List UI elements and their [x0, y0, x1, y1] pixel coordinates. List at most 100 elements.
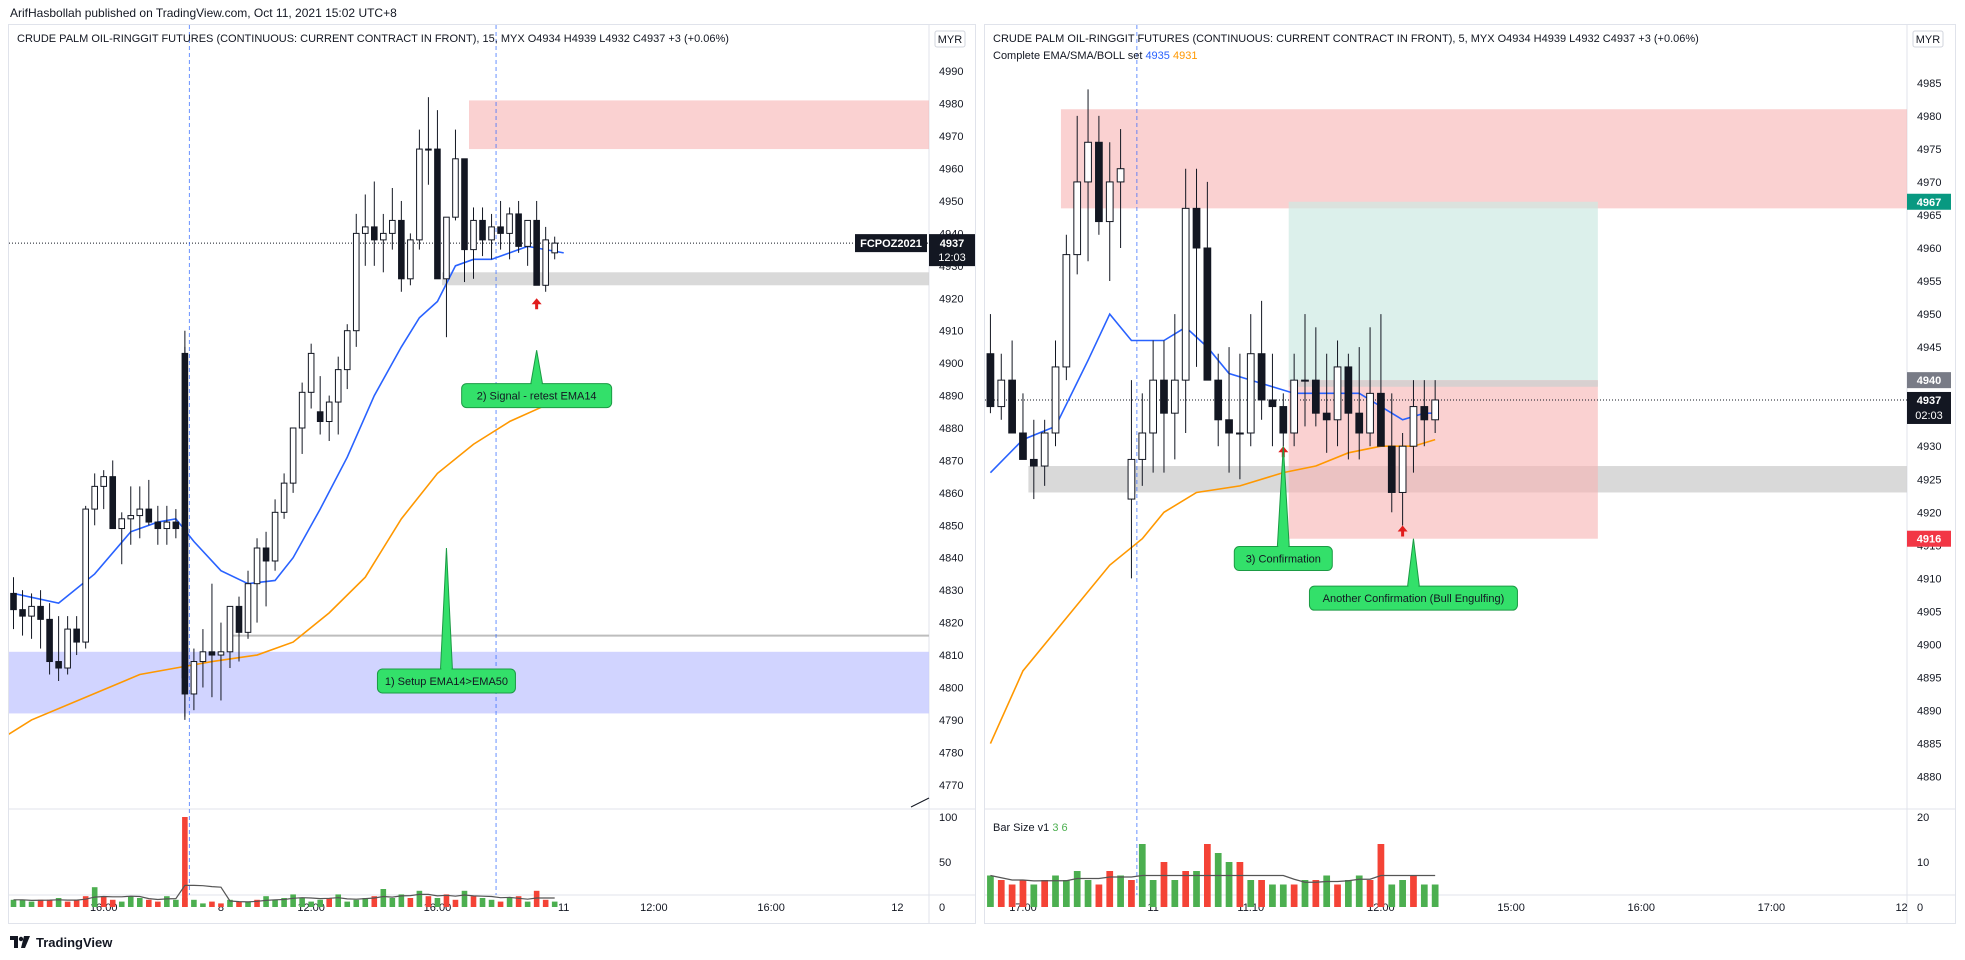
candle-body — [1040, 432, 1049, 467]
candle-body — [46, 618, 53, 663]
left-volume-bar — [227, 899, 233, 907]
left-legend: CRUDE PALM OIL-RINGGIT FUTURES (CONTINUO… — [17, 33, 729, 45]
right-candle — [1377, 314, 1385, 447]
publisher-line: ArifHasbollah published on TradingView.c… — [10, 6, 397, 20]
left-volume-bar — [335, 894, 342, 907]
left-y-tick-label: 4880 — [939, 423, 963, 435]
right-candle — [1431, 380, 1440, 433]
left-volume-bar — [254, 899, 260, 907]
chart-15min-svg[interactable]: 2) Signal - retest EMA14 1) Setup EMA14>E… — [0, 25, 975, 923]
right-candle — [1355, 347, 1364, 460]
chart-pane-15min[interactable]: 2) Signal - retest EMA14 1) Setup EMA14>E… — [0, 24, 976, 924]
currency-box — [934, 30, 966, 48]
left-ema14-line — [13, 245, 564, 605]
right-candle — [1084, 89, 1092, 262]
right-volume-bar — [1008, 884, 1016, 907]
right-volume-bar — [1182, 871, 1190, 907]
symbol-label-text: FCPOZ2021 — [860, 238, 922, 250]
candle-body — [443, 216, 450, 280]
left-volume-bar — [371, 896, 378, 907]
right-ema50-line — [989, 438, 1436, 744]
candle-body — [380, 232, 387, 241]
right-y-tick-label: 4945 — [1917, 342, 1941, 354]
callout-pointer — [1406, 538, 1421, 588]
left-volume-bar — [299, 898, 305, 907]
left-volume-bar — [82, 896, 89, 907]
left-volume-bar — [551, 901, 558, 907]
left-y-tick-label: 4860 — [939, 488, 963, 500]
candle-body — [551, 242, 558, 254]
left-candle — [289, 427, 297, 493]
candle-body — [1225, 419, 1233, 434]
left-currency-badge: MYR — [934, 30, 966, 48]
price-badge-value: 4937 — [940, 238, 964, 250]
left-volume-bar — [281, 898, 287, 907]
right-x-tick-label: 16:00 — [1627, 902, 1655, 914]
left-candle — [361, 194, 369, 266]
right-volume-bar — [1420, 884, 1428, 907]
right-arrow-up-icon-1 — [1397, 525, 1408, 537]
candle-body — [1019, 432, 1027, 460]
candle-body — [1355, 412, 1364, 434]
left-candle — [370, 181, 378, 266]
candle-body — [398, 219, 405, 280]
candle-body — [28, 605, 35, 617]
right-volume-bar — [1431, 884, 1439, 907]
right-vol-tick-label: 10 — [1917, 857, 1929, 869]
right-candle — [1095, 115, 1103, 235]
left-candle — [100, 470, 108, 510]
left-candle — [479, 207, 486, 257]
right-y-tick-label: 4880 — [1917, 772, 1941, 784]
right-y-tick-label: 4920 — [1917, 507, 1941, 519]
left-y-tick-label: 4890 — [939, 391, 963, 403]
right-volume-bar — [1117, 875, 1124, 907]
candle-body — [986, 353, 995, 408]
indicator-value-ema50: 4931 — [1173, 50, 1197, 62]
left-candle — [64, 616, 71, 675]
left-y-tick-label: 4900 — [939, 358, 963, 370]
right-y-tick-label: 4925 — [1917, 474, 1941, 486]
left-candle — [551, 236, 558, 260]
candle-body — [515, 213, 522, 247]
left-candle — [37, 590, 44, 649]
right-y-tick-label: 4890 — [1917, 706, 1941, 718]
left-volume-bar — [506, 898, 513, 907]
left-symbol-label: FCPOZ2021 — [855, 234, 927, 253]
right-candle — [1344, 353, 1353, 460]
callout-pointer — [530, 350, 544, 386]
right-candle — [1257, 300, 1266, 420]
left-volume-bar — [64, 901, 71, 907]
candle-body — [82, 508, 89, 643]
right-y-tick-label: 4970 — [1917, 177, 1941, 189]
candle-body — [181, 352, 189, 695]
chart-pane-5min[interactable]: 3) Confirmation Another Confirmation (Bul… — [984, 24, 1956, 924]
right-candle — [1268, 353, 1277, 447]
candle-body — [1149, 379, 1157, 434]
right-x-tick-label: 11 — [1147, 902, 1158, 914]
left-zone-grey-2 — [441, 272, 929, 286]
right-candle — [1062, 234, 1071, 381]
footer: TradingView — [10, 930, 112, 954]
left-volume-bar — [19, 899, 26, 907]
right-candle — [986, 314, 995, 414]
left-candle — [127, 486, 135, 545]
right-x-tick-label: 12 — [1895, 902, 1907, 914]
right-candle — [1019, 393, 1027, 460]
right-candle — [1311, 327, 1320, 427]
left-chart-title: CRUDE PALM OIL-RINGGIT FUTURES (CONTINUO… — [17, 33, 729, 45]
candle-body — [524, 219, 531, 247]
right-candle — [1290, 353, 1299, 447]
left-y-tick-label: 4830 — [939, 585, 963, 597]
right-volume-bar — [1193, 871, 1200, 907]
right-volume-bar — [1355, 875, 1363, 907]
left-y-tick-label: 4780 — [939, 747, 963, 759]
candle-body — [470, 219, 477, 251]
callout-text: 1) Setup EMA14>EMA50 — [385, 676, 508, 688]
chart-5min-svg[interactable]: 3) Confirmation Another Confirmation (Bul… — [985, 25, 1955, 923]
candle-body — [506, 213, 513, 234]
right-vol-tick-label: 20 — [1917, 812, 1929, 824]
right-zone-supply-0 — [1060, 109, 1907, 209]
right-volume-bar — [1062, 880, 1070, 907]
left-candle — [506, 207, 513, 260]
left-candle — [82, 505, 89, 649]
